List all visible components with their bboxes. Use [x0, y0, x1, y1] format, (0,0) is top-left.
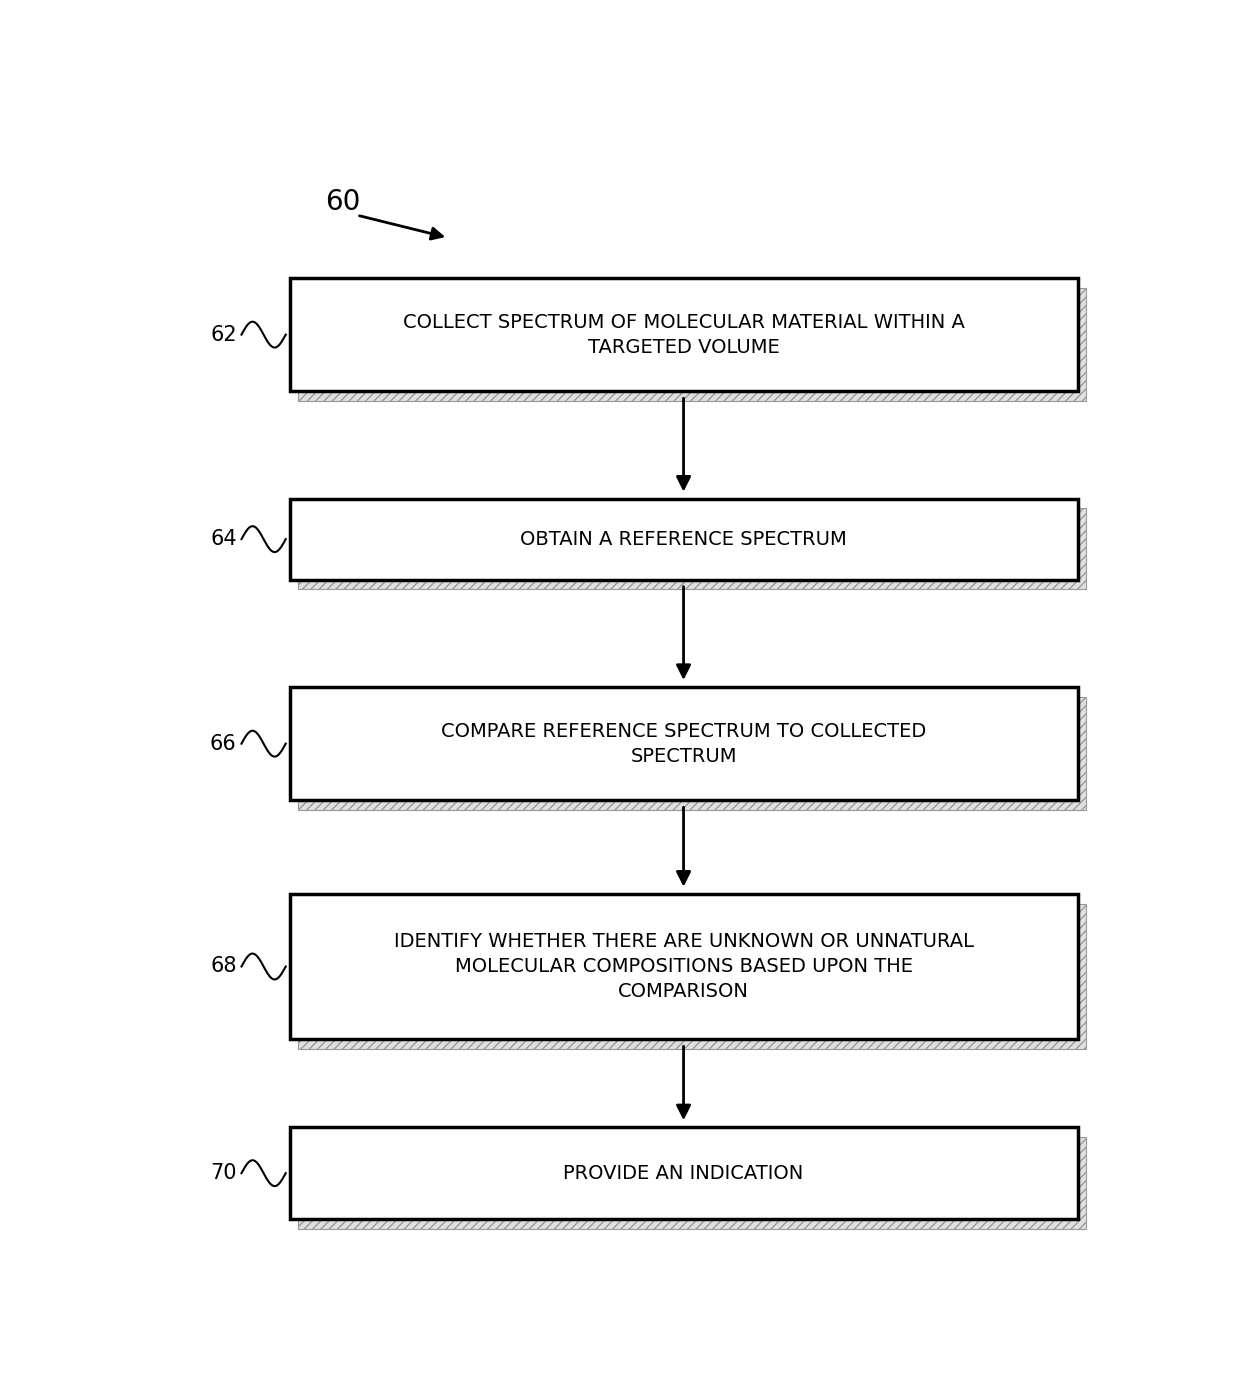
Text: 66: 66	[210, 734, 237, 754]
Text: 60: 60	[325, 189, 360, 217]
Text: 68: 68	[211, 956, 237, 976]
Bar	[298, 696, 1086, 809]
Bar	[290, 893, 1078, 1039]
Bar	[290, 688, 1078, 800]
Text: PROVIDE AN INDICATION: PROVIDE AN INDICATION	[563, 1163, 804, 1183]
Bar	[298, 1137, 1086, 1229]
Text: IDENTIFY WHETHER THERE ARE UNKNOWN OR UNNATURAL
MOLECULAR COMPOSITIONS BASED UPO: IDENTIFY WHETHER THERE ARE UNKNOWN OR UN…	[393, 932, 973, 1001]
Text: 70: 70	[211, 1163, 237, 1183]
Text: COLLECT SPECTRUM OF MOLECULAR MATERIAL WITHIN A
TARGETED VOLUME: COLLECT SPECTRUM OF MOLECULAR MATERIAL W…	[403, 313, 965, 356]
Text: 64: 64	[210, 528, 237, 549]
Bar	[298, 509, 1086, 589]
Bar	[290, 499, 1078, 580]
Text: 62: 62	[210, 324, 237, 345]
Bar	[298, 288, 1086, 401]
Bar	[290, 278, 1078, 391]
Bar	[298, 903, 1086, 1048]
Text: COMPARE REFERENCE SPECTRUM TO COLLECTED
SPECTRUM: COMPARE REFERENCE SPECTRUM TO COLLECTED …	[441, 721, 926, 766]
Bar	[290, 1127, 1078, 1219]
Text: OBTAIN A REFERENCE SPECTRUM: OBTAIN A REFERENCE SPECTRUM	[520, 530, 847, 548]
